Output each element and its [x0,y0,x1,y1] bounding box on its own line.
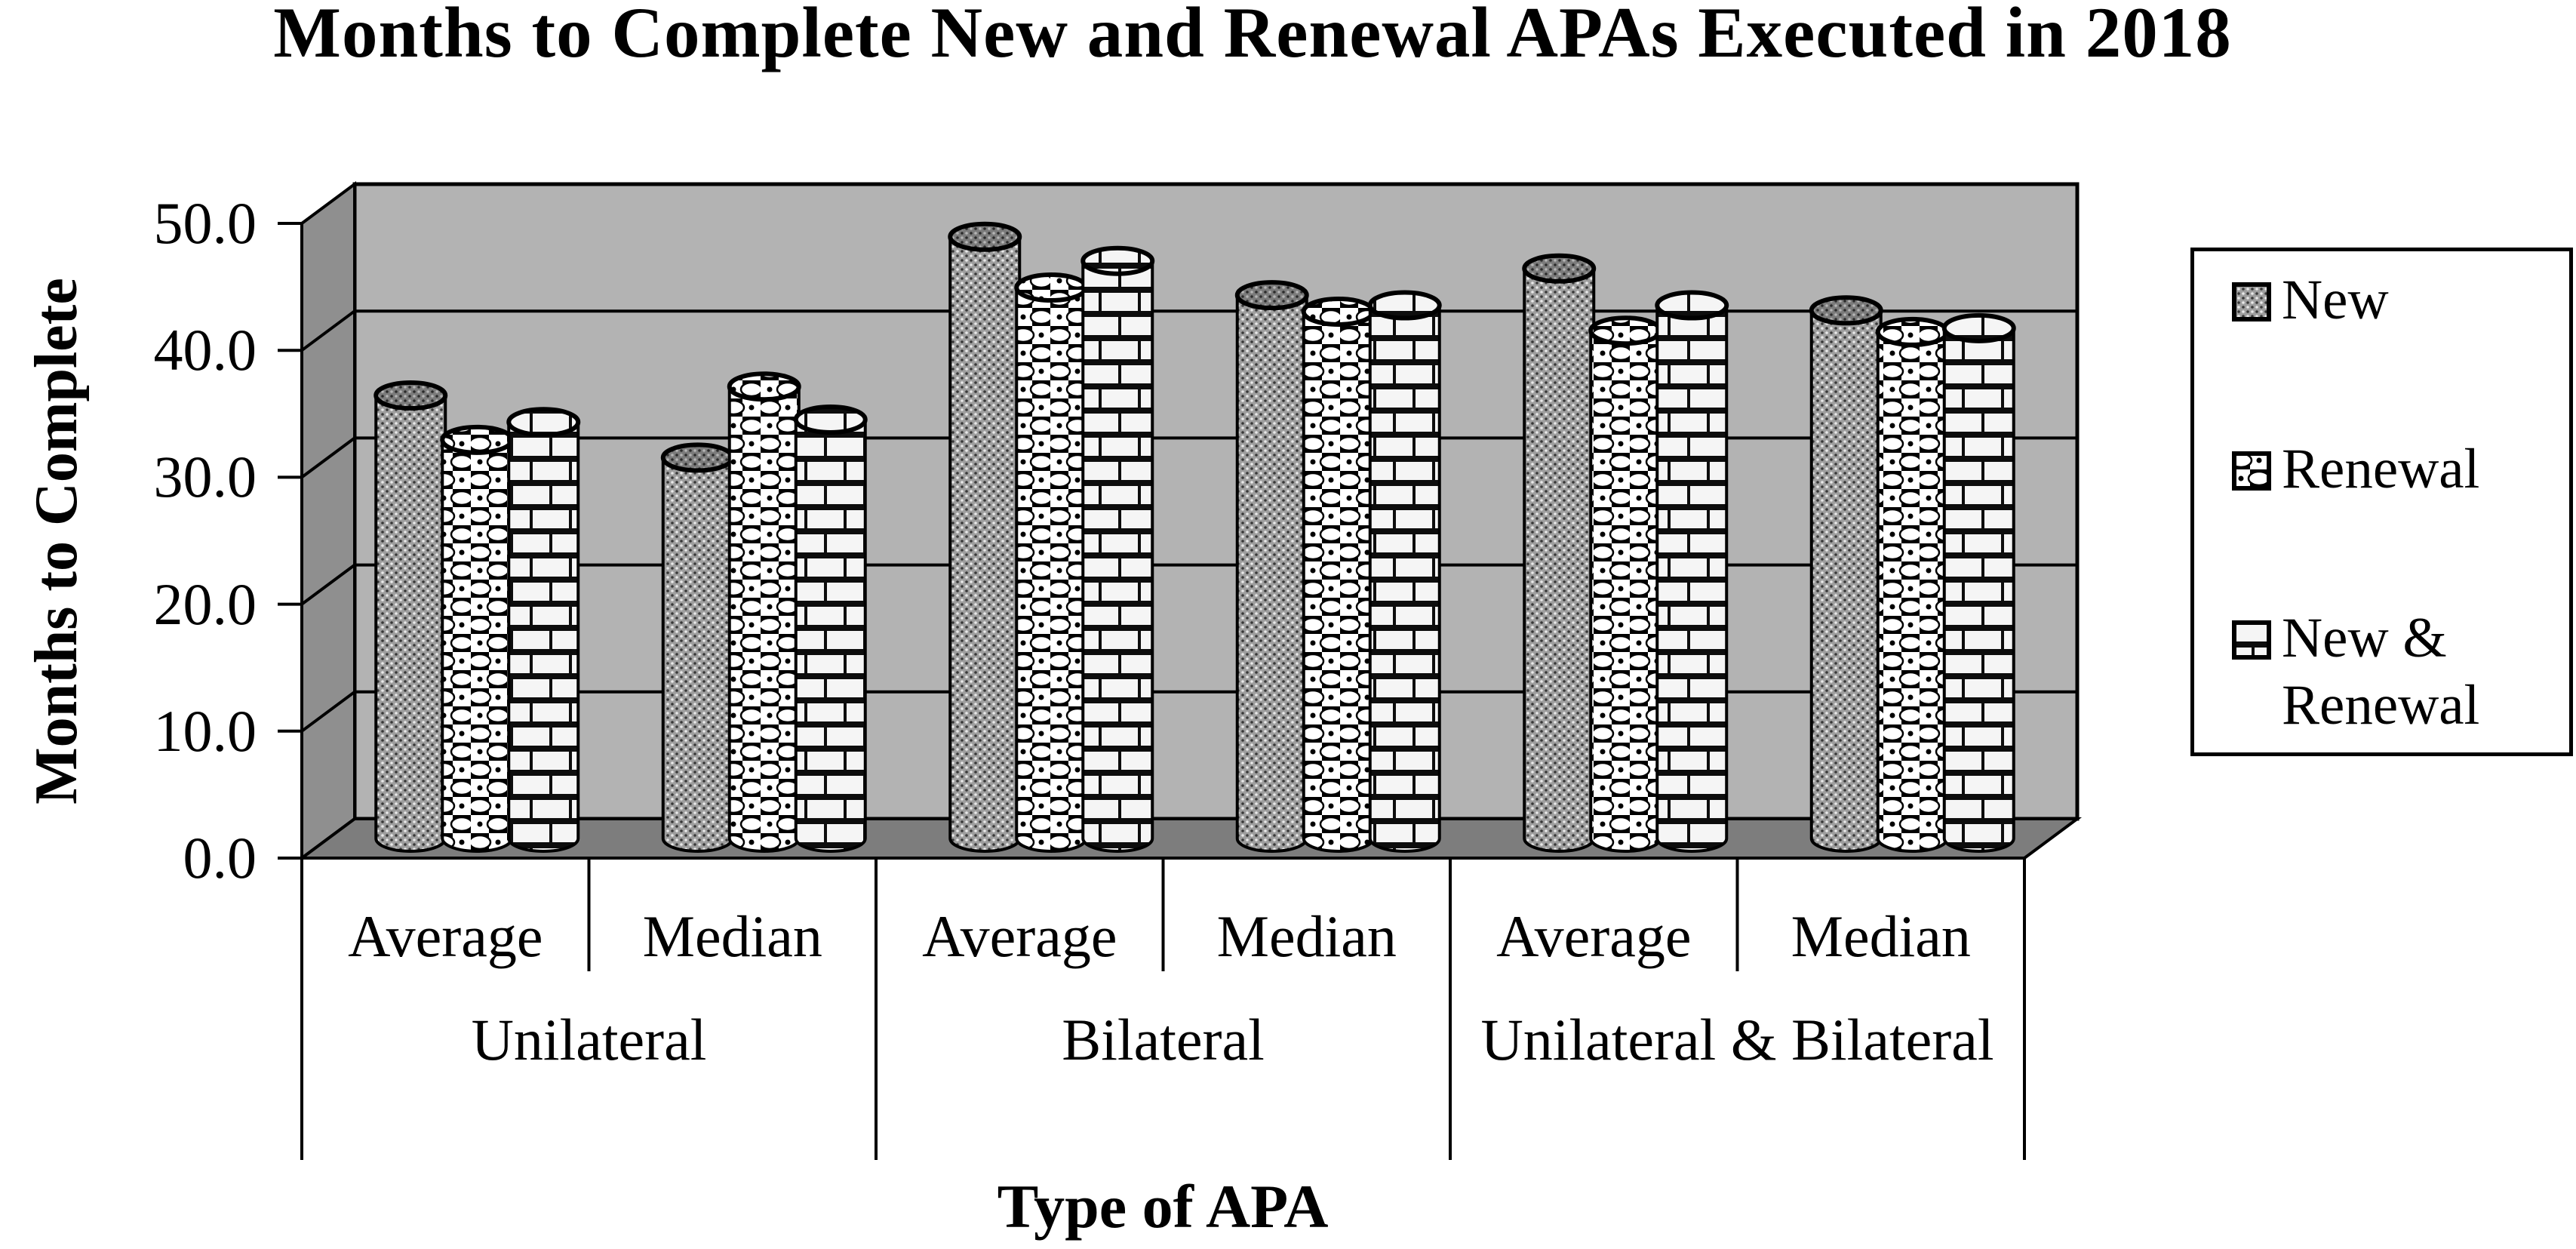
x-axis-title: Type of APA [997,1172,1329,1241]
legend-entry: New [2232,267,2562,334]
y-tick-label: 20.0 [153,571,257,637]
bar-new [661,457,734,853]
y-tick-label: 10.0 [153,697,257,764]
bar-new-renewal [1942,328,2015,853]
bar-new-renewal [1081,260,1154,853]
plot-back-wall [352,182,2080,821]
bar-top [727,371,801,402]
legend-label: New [2282,269,2389,331]
gridline-side [300,436,356,479]
x-subcategory-label: Average [1496,903,1692,969]
bar-top [1655,290,1729,321]
bar-top [793,404,868,435]
legend-entry: Renewal [2232,436,2562,503]
bar-renewal [1876,331,1949,853]
bar-renewal [1589,330,1662,853]
bar-new [948,236,1022,853]
bar-new-renewal [1655,305,1729,853]
bar-top-shade [1237,282,1307,309]
bar-new [1809,310,1883,853]
bar-new-renewal [507,422,580,853]
gridline-side [300,563,356,606]
plot-side-wall [300,181,356,861]
bar-new-renewal [1368,305,1441,853]
bar-top [373,380,448,411]
y-tick-label: 40.0 [153,317,257,383]
bar-new-renewal [794,419,867,853]
bar-top [1522,253,1597,284]
legend-dots-swatch-icon [2232,282,2271,321]
bar-top [948,221,1022,252]
x-group-label: Unilateral & Bilateral [1480,1007,1994,1072]
bar-new [1235,294,1308,853]
bar-top [440,424,515,455]
x-subcategory-label: Average [348,903,543,969]
bar-top-shade [1524,255,1594,281]
bar-renewal [1015,287,1088,853]
x-subcategory-label: Median [642,903,822,969]
y-tick-label: 0.0 [183,825,257,891]
y-tick-label: 30.0 [153,444,257,510]
y-tick-label: 50.0 [153,190,257,256]
legend-label: Renewal [2282,438,2480,500]
legend-label: New & Renewal [2282,607,2480,737]
bar-top [1234,280,1309,311]
chart-title: Months to Complete New and Renewal APAs … [273,0,2232,72]
x-group-label: Bilateral [1062,1007,1265,1072]
legend-brick-swatch-icon [2232,620,2271,660]
bar-top [1081,245,1155,276]
bar-renewal [1302,311,1375,853]
gridline-side [300,691,356,733]
bar-top [1014,272,1089,303]
bar-top [1367,290,1442,321]
bar-top [1588,315,1663,346]
x-subcategory-label: Median [1791,903,1971,969]
bar-top [1809,295,1883,326]
bar-top-shade [662,445,733,471]
gridline-side [300,309,356,352]
x-subcategory-label: Average [922,903,1117,969]
bar-top [1301,296,1376,327]
bar-renewal [441,439,514,853]
bar-top [1941,312,2016,343]
bar-new [1523,268,1596,853]
bar-top-shade [376,382,446,408]
bar-top-shade [1811,297,1881,324]
legend-checker-swatch-icon [2232,451,2271,491]
x-group-label: Unilateral [471,1007,707,1072]
x-subcategory-label: Median [1216,903,1397,969]
bar-top [506,407,581,438]
bar-renewal [727,386,801,853]
bar-top-shade [950,223,1020,250]
bar-top [1875,316,1950,347]
legend: New Renewal New & Renewal [2190,248,2573,756]
bar-new [374,395,447,853]
legend-entry: New & Renewal [2232,605,2562,739]
